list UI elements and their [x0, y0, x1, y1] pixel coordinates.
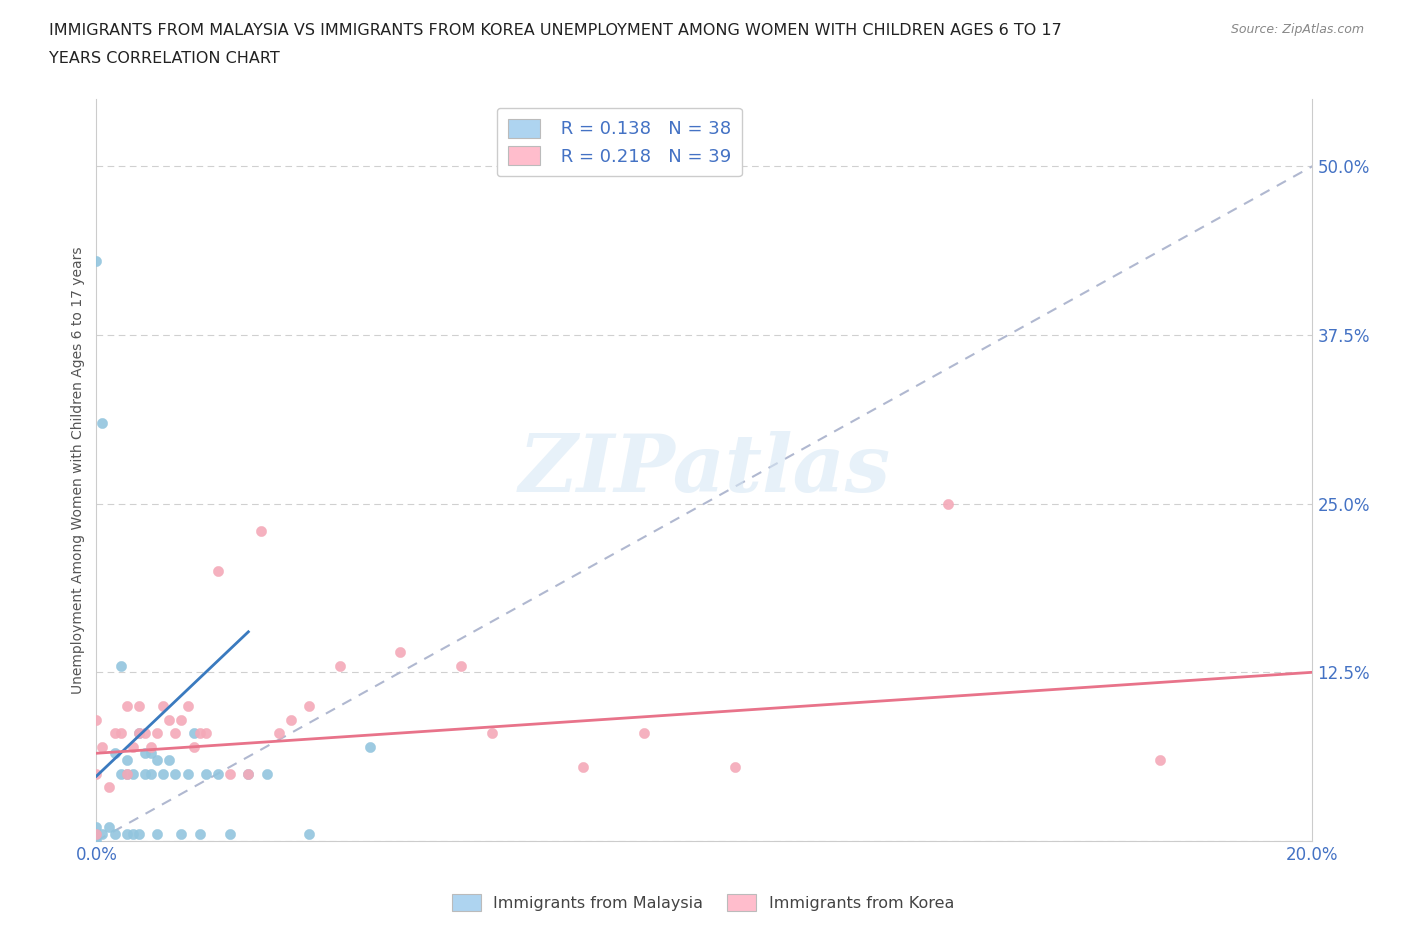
Point: [121, 827, 143, 842]
Point: [936, 496, 959, 511]
Point: [724, 759, 747, 774]
Point: [86, 712, 108, 727]
Point: [139, 766, 162, 781]
Point: [146, 827, 169, 842]
Point: [219, 766, 242, 781]
Point: [115, 698, 138, 713]
Point: [97, 820, 120, 835]
Point: [86, 253, 108, 268]
Point: [121, 766, 143, 781]
Point: [146, 725, 169, 740]
Point: [1149, 752, 1171, 767]
Point: [91, 739, 114, 754]
Text: ZIPatlas: ZIPatlas: [519, 432, 890, 509]
Point: [134, 725, 156, 740]
Point: [139, 739, 162, 754]
Point: [86, 766, 108, 781]
Point: [110, 658, 132, 673]
Point: [128, 827, 150, 842]
Point: [207, 766, 229, 781]
Point: [359, 739, 381, 754]
Point: [104, 725, 127, 740]
Legend:  R = 0.138   N = 38,  R = 0.218   N = 39: R = 0.138 N = 38, R = 0.218 N = 39: [496, 108, 742, 177]
Point: [157, 712, 180, 727]
Point: [86, 827, 108, 842]
Point: [450, 658, 472, 673]
Point: [115, 766, 138, 781]
Point: [249, 524, 271, 538]
Point: [188, 725, 211, 740]
Point: [267, 725, 290, 740]
Point: [481, 725, 503, 740]
Point: [115, 766, 138, 781]
Point: [86, 833, 108, 848]
Point: [91, 415, 114, 430]
Point: [298, 698, 321, 713]
Point: [134, 766, 156, 781]
Point: [256, 766, 278, 781]
Point: [165, 725, 187, 740]
Point: [183, 725, 205, 740]
Point: [170, 712, 193, 727]
Point: [128, 698, 150, 713]
Point: [329, 658, 352, 673]
Point: [86, 820, 108, 835]
Text: YEARS CORRELATION CHART: YEARS CORRELATION CHART: [49, 51, 280, 66]
Point: [152, 766, 174, 781]
Point: [139, 746, 162, 761]
Point: [188, 827, 211, 842]
Point: [238, 766, 260, 781]
Point: [176, 698, 198, 713]
Point: [115, 827, 138, 842]
Legend: Immigrants from Malaysia, Immigrants from Korea: Immigrants from Malaysia, Immigrants fro…: [446, 887, 960, 917]
Point: [194, 725, 217, 740]
Point: [110, 766, 132, 781]
Point: [219, 827, 242, 842]
Point: [165, 766, 187, 781]
Point: [207, 564, 229, 578]
Point: [115, 752, 138, 767]
Point: [152, 698, 174, 713]
Point: [238, 766, 260, 781]
Point: [146, 752, 169, 767]
Text: IMMIGRANTS FROM MALAYSIA VS IMMIGRANTS FROM KOREA UNEMPLOYMENT AMONG WOMEN WITH : IMMIGRANTS FROM MALAYSIA VS IMMIGRANTS F…: [49, 23, 1062, 38]
Text: Source: ZipAtlas.com: Source: ZipAtlas.com: [1230, 23, 1364, 36]
Point: [389, 644, 412, 659]
Point: [176, 766, 198, 781]
Point: [104, 746, 127, 761]
Point: [633, 725, 655, 740]
Point: [128, 725, 150, 740]
Point: [183, 739, 205, 754]
Point: [157, 752, 180, 767]
Point: [91, 827, 114, 842]
Point: [170, 827, 193, 842]
Point: [134, 746, 156, 761]
Point: [121, 739, 143, 754]
Point: [280, 712, 302, 727]
Point: [104, 827, 127, 842]
Point: [86, 827, 108, 842]
Point: [571, 759, 593, 774]
Point: [194, 766, 217, 781]
Point: [110, 725, 132, 740]
Point: [97, 779, 120, 794]
Point: [128, 725, 150, 740]
Point: [298, 827, 321, 842]
Y-axis label: Unemployment Among Women with Children Ages 6 to 17 years: Unemployment Among Women with Children A…: [72, 246, 86, 694]
